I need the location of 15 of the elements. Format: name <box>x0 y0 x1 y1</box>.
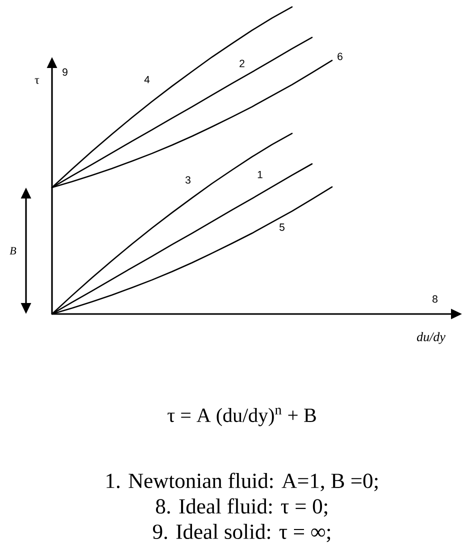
series-label: 2 <box>240 60 244 68</box>
x-axis-title: du/dy <box>416 332 446 344</box>
text: 1. Newtonian fluid: A=1, B =0; <box>106 472 378 492</box>
text: 9. Ideal solid: τ = ∞; <box>152 524 330 542</box>
text: 8. Ideal fluid: τ = 0; <box>156 498 328 517</box>
annotation: 9 <box>62 68 68 76</box>
series-label: 6 <box>338 52 342 60</box>
text: τ = A (du/dy)$^{n}$ + B <box>168 408 316 426</box>
text: B <box>10 247 16 254</box>
series-label: 4 <box>144 76 150 84</box>
series-label: 3 <box>185 176 190 184</box>
series-label: 1 <box>258 170 262 178</box>
annotation: 8 <box>432 295 438 303</box>
y-axis-title: τ <box>34 78 40 84</box>
series-label: 5 <box>280 224 284 231</box>
